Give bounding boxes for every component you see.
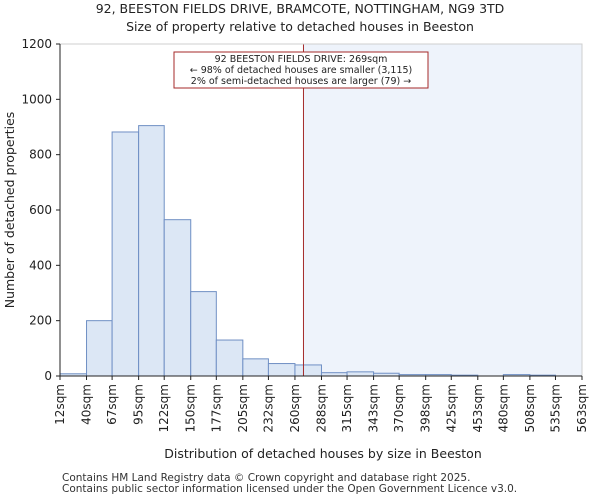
- x-tick-label: 150sqm: [184, 384, 198, 432]
- y-tick-label: 800: [29, 148, 52, 162]
- histogram-bar: [138, 125, 165, 377]
- x-tick-label: 425sqm: [444, 384, 458, 432]
- annotation-line-3: 2% of semi-detached houses are larger (7…: [191, 76, 411, 87]
- chart-subtitle: Size of property relative to detached ho…: [126, 19, 474, 34]
- x-tick-label: 398sqm: [419, 384, 433, 432]
- annotation-line-2: ← 98% of detached houses are smaller (3,…: [190, 65, 413, 76]
- y-axis-label: Number of detached properties: [2, 112, 17, 309]
- x-tick-label: 508sqm: [523, 384, 537, 432]
- y-tick-label: 200: [29, 314, 52, 328]
- y-tick-label: 400: [29, 258, 52, 272]
- x-tick-label: 40sqm: [80, 384, 94, 425]
- x-tick-label: 12sqm: [53, 384, 67, 425]
- x-tick-label: 95sqm: [132, 384, 146, 425]
- x-tick-label: 260sqm: [288, 384, 302, 432]
- x-tick-label: 122sqm: [157, 384, 171, 432]
- x-tick-label: 67sqm: [105, 384, 119, 425]
- x-tick-label: 232sqm: [261, 384, 275, 432]
- histogram-bar: [215, 339, 244, 377]
- y-tick-label: 600: [29, 203, 52, 217]
- x-tick-label: 315sqm: [340, 384, 354, 432]
- highlight-region: [303, 44, 582, 376]
- chart-title: 92, BEESTON FIELDS DRIVE, BRAMCOTE, NOTT…: [95, 1, 505, 16]
- histogram-bar: [163, 219, 192, 377]
- histogram-bar: [111, 131, 140, 377]
- x-tick-label: 563sqm: [575, 384, 589, 432]
- histogram-bar: [346, 371, 375, 377]
- x-tick-label: 370sqm: [392, 384, 406, 432]
- footer-copyright: Contains HM Land Registry data © Crown c…: [62, 472, 471, 484]
- x-tick-label: 205sqm: [236, 384, 250, 432]
- histogram-bar: [242, 358, 269, 377]
- x-tick-label: 343sqm: [367, 384, 381, 432]
- histogram-bar: [190, 291, 217, 377]
- y-tick-label: 0: [44, 369, 52, 383]
- y-tick-label: 1200: [21, 37, 52, 51]
- histogram-bar: [294, 364, 322, 377]
- annotation-line-1: 92 BEESTON FIELDS DRIVE: 269sqm: [215, 54, 388, 65]
- y-tick-label: 1000: [21, 92, 52, 106]
- x-tick-label: 177sqm: [209, 384, 223, 432]
- x-tick-label: 535sqm: [548, 384, 562, 432]
- histogram-bar: [267, 363, 296, 377]
- annotation-box: 92 BEESTON FIELDS DRIVE: 269sqm ← 98% of…: [173, 51, 429, 89]
- x-axis-label: Distribution of detached houses by size …: [164, 446, 482, 461]
- footer-licence: Contains public sector information licen…: [62, 483, 518, 495]
- histogram-bar: [86, 320, 113, 377]
- x-tick-label: 288sqm: [314, 384, 328, 432]
- x-tick-label: 480sqm: [496, 384, 510, 432]
- x-tick-label: 453sqm: [471, 384, 485, 432]
- annotation-border: [173, 51, 429, 89]
